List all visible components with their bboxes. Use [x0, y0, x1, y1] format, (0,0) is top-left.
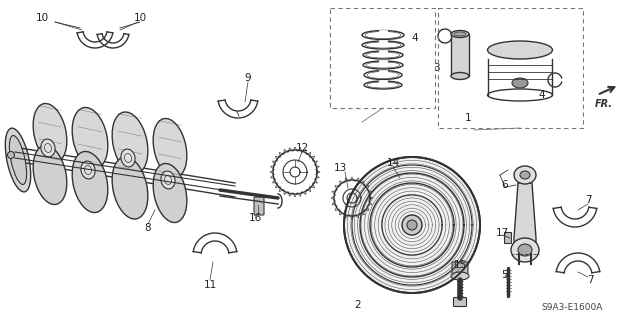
Ellipse shape — [112, 112, 148, 174]
Bar — [451, 34, 469, 76]
FancyBboxPatch shape — [254, 197, 264, 215]
Circle shape — [407, 220, 417, 230]
Text: 4: 4 — [412, 33, 419, 43]
Text: 10: 10 — [133, 13, 147, 23]
Ellipse shape — [518, 244, 532, 256]
Ellipse shape — [5, 128, 31, 192]
Text: 1: 1 — [465, 113, 471, 123]
Ellipse shape — [454, 32, 466, 36]
Ellipse shape — [451, 272, 469, 280]
Ellipse shape — [10, 136, 27, 184]
Ellipse shape — [33, 145, 67, 204]
Ellipse shape — [33, 103, 67, 163]
Ellipse shape — [112, 157, 148, 219]
Ellipse shape — [514, 166, 536, 184]
Ellipse shape — [511, 238, 539, 262]
Bar — [330, 8, 435, 108]
Circle shape — [344, 157, 480, 293]
Circle shape — [402, 215, 422, 235]
Ellipse shape — [161, 171, 175, 189]
Text: 12: 12 — [296, 143, 308, 153]
Text: 8: 8 — [145, 223, 151, 233]
Text: 11: 11 — [204, 280, 216, 290]
Text: 7: 7 — [587, 275, 593, 285]
Ellipse shape — [121, 149, 135, 167]
Ellipse shape — [451, 72, 469, 79]
Text: 16: 16 — [248, 213, 262, 223]
Ellipse shape — [512, 78, 528, 88]
Text: 9: 9 — [244, 73, 252, 83]
Text: 17: 17 — [495, 228, 509, 238]
Text: 6: 6 — [502, 180, 508, 190]
Ellipse shape — [72, 108, 108, 168]
Ellipse shape — [72, 152, 108, 212]
Text: 13: 13 — [333, 163, 347, 173]
Ellipse shape — [488, 41, 552, 59]
Ellipse shape — [451, 31, 469, 38]
Text: 10: 10 — [35, 13, 49, 23]
FancyBboxPatch shape — [504, 233, 511, 243]
Ellipse shape — [153, 118, 187, 178]
Text: 15: 15 — [453, 260, 467, 270]
Text: S9A3-E1600A: S9A3-E1600A — [541, 303, 603, 313]
Text: 14: 14 — [387, 158, 399, 168]
FancyBboxPatch shape — [452, 262, 468, 274]
Text: 4: 4 — [539, 90, 545, 100]
Ellipse shape — [81, 161, 95, 179]
Ellipse shape — [520, 171, 530, 179]
Text: 5: 5 — [502, 270, 508, 280]
Text: 7: 7 — [585, 195, 591, 205]
Polygon shape — [514, 183, 536, 255]
Bar — [438, 8, 583, 128]
FancyBboxPatch shape — [454, 298, 467, 307]
Text: FR.: FR. — [595, 99, 613, 109]
Circle shape — [8, 152, 15, 159]
Text: 2: 2 — [355, 300, 362, 310]
Ellipse shape — [41, 139, 55, 157]
Ellipse shape — [153, 163, 187, 223]
Text: 3: 3 — [433, 63, 439, 73]
